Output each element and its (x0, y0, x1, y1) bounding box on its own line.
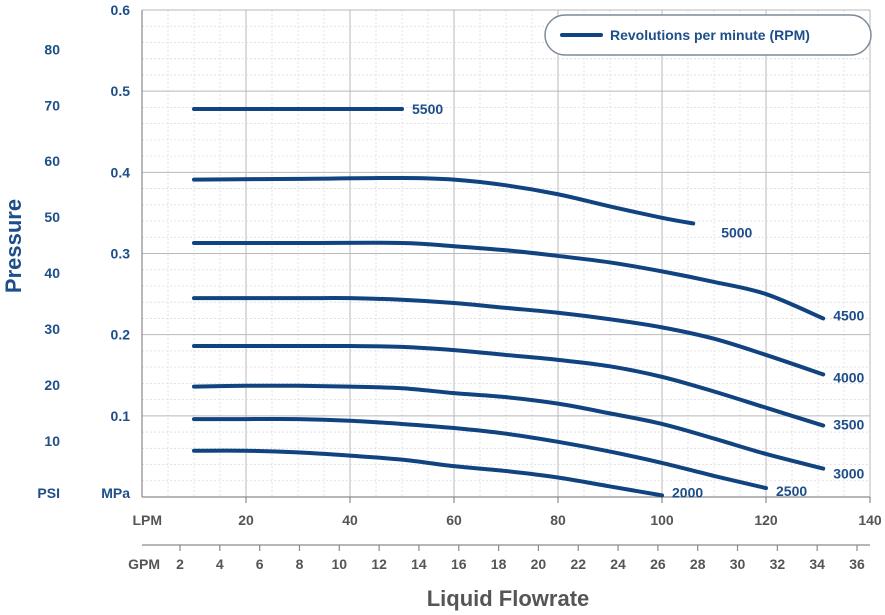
gpm-tick-label: 34 (809, 556, 825, 572)
lpm-tick-label: 120 (754, 512, 778, 528)
rpm-label-3000: 3000 (833, 466, 864, 482)
lpm-unit-label: LPM (132, 512, 162, 528)
gpm-tick-label: 16 (451, 556, 467, 572)
gpm-tick-label: 26 (650, 556, 666, 572)
gpm-tick-label: 22 (570, 556, 586, 572)
psi-unit-label: PSI (37, 485, 60, 501)
lpm-tick-label: 60 (446, 512, 462, 528)
rpm-label-2000: 2000 (672, 484, 703, 500)
gpm-tick-label: 20 (531, 556, 547, 572)
y-axis-title: Pressure (1, 199, 26, 293)
mpa-tick-label: 0.1 (111, 408, 131, 424)
legend: Revolutions per minute (RPM) (544, 14, 872, 56)
mpa-tick-label: 0.4 (111, 164, 131, 180)
lpm-tick-label: 80 (550, 512, 566, 528)
rpm-label-5000: 5000 (721, 224, 752, 240)
rpm-label-3500: 3500 (833, 417, 864, 433)
gpm-tick-label: 12 (371, 556, 387, 572)
gpm-tick-label: 32 (770, 556, 786, 572)
rpm-labels: 5500 5000 4500 4000 3500 3000 2500 2000 (412, 101, 865, 500)
psi-tick-label: 70 (44, 97, 60, 113)
rpm-curve-3500 (192, 343, 826, 428)
gpm-tick-label: 14 (411, 556, 427, 572)
mpa-tick-label: 0.6 (111, 2, 131, 18)
rpm-curve-2500 (192, 416, 768, 491)
rpm-curve-4500 (192, 240, 826, 321)
lpm-tick-label: 140 (858, 512, 882, 528)
rpm-label-4500: 4500 (833, 307, 864, 323)
psi-tick-label: 40 (44, 265, 60, 281)
rpm-label-5500: 5500 (412, 101, 443, 117)
gpm-tick-label: 10 (332, 556, 348, 572)
gpm-tick-label: 28 (690, 556, 706, 572)
gpm-tick-label: 18 (491, 556, 507, 572)
legend-box (544, 14, 872, 56)
psi-tick-label: 10 (44, 433, 60, 449)
mpa-tick-label: 0.2 (111, 327, 131, 343)
lpm-tick-label: 100 (650, 512, 674, 528)
x-axis-title: Liquid Flowrate (427, 586, 590, 611)
gpm-tick-label: 30 (730, 556, 746, 572)
series-lines (192, 107, 826, 498)
mpa-tick-label: 0.3 (111, 246, 131, 262)
rpm-label-2500: 2500 (776, 483, 807, 499)
psi-tick-label: 60 (44, 153, 60, 169)
gpm-tick-label: 4 (216, 556, 224, 572)
psi-tick-label: 50 (44, 209, 60, 225)
psi-tick-label: 80 (44, 41, 60, 57)
gpm-tick-label: 6 (256, 556, 264, 572)
rpm-label-4000: 4000 (833, 369, 864, 385)
rpm-curve-5000 (192, 175, 696, 226)
psi-tick-label: 30 (44, 321, 60, 337)
grid (141, 9, 871, 498)
rpm-curve-3000 (192, 383, 826, 471)
gpm-unit-label: GPM (128, 556, 160, 572)
lpm-tick-label: 40 (342, 512, 358, 528)
psi-tick-label: 20 (44, 377, 60, 393)
lpm-tick-label: 20 (238, 512, 254, 528)
mpa-unit-label: MPa (101, 485, 130, 501)
gpm-tick-label: 36 (849, 556, 865, 572)
rpm-curve-4000 (192, 296, 826, 377)
rpm-curve-2000 (192, 448, 664, 498)
gpm-tick-label: 24 (610, 556, 626, 572)
legend-label: Revolutions per minute (RPM) (610, 27, 810, 43)
gpm-tick-label: 8 (296, 556, 304, 572)
gpm-tick-label: 2 (176, 556, 184, 572)
mpa-tick-label: 0.5 (111, 83, 131, 99)
